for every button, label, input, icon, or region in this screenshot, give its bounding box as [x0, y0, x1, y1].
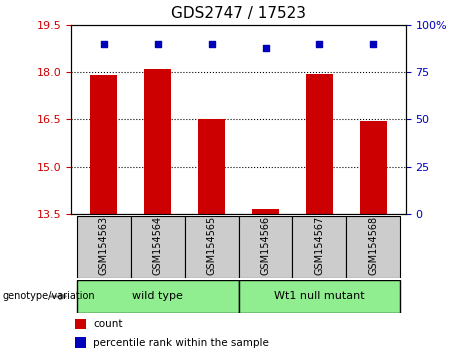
Bar	[90, 75, 117, 214]
Bar	[198, 120, 225, 214]
Bar	[75, 319, 87, 329]
Point	[100, 41, 107, 46]
Bar	[144, 69, 171, 214]
Point	[370, 41, 377, 46]
Text: GSM154563: GSM154563	[99, 216, 109, 275]
Bar	[292, 216, 346, 278]
Text: GSM154566: GSM154566	[260, 216, 271, 275]
Text: genotype/variation: genotype/variation	[2, 291, 95, 302]
Bar	[75, 337, 87, 348]
Text: count: count	[93, 319, 123, 329]
Text: Wt1 null mutant: Wt1 null mutant	[274, 291, 365, 302]
Bar	[185, 216, 239, 278]
Text: percentile rank within the sample: percentile rank within the sample	[93, 338, 269, 348]
Text: GSM154565: GSM154565	[207, 216, 217, 275]
Point	[154, 41, 161, 46]
Bar	[239, 216, 292, 278]
Bar	[77, 216, 131, 278]
Bar	[346, 216, 400, 278]
Point	[316, 41, 323, 46]
Bar	[252, 210, 279, 214]
Text: wild type: wild type	[132, 291, 183, 302]
Bar	[360, 121, 387, 214]
Bar	[77, 280, 239, 313]
Point	[208, 41, 215, 46]
Title: GDS2747 / 17523: GDS2747 / 17523	[171, 6, 306, 21]
Bar	[131, 216, 185, 278]
Text: GSM154567: GSM154567	[314, 216, 325, 275]
Bar	[239, 280, 400, 313]
Point	[262, 45, 269, 50]
Bar	[306, 74, 333, 214]
Text: GSM154568: GSM154568	[368, 216, 378, 275]
Text: GSM154564: GSM154564	[153, 216, 163, 275]
